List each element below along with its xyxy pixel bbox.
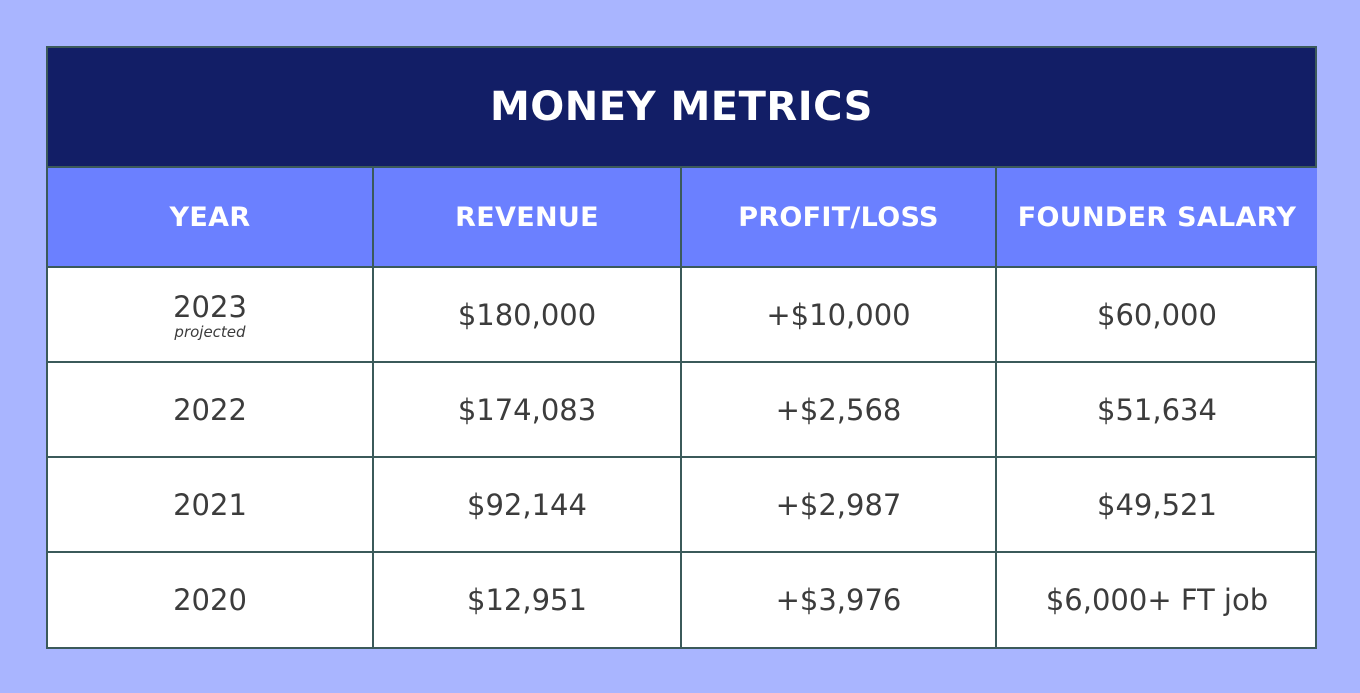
header-row: YEAR REVENUE PROFIT/LOSS FOUNDER SALARY [48,168,1317,268]
revenue-cell: $92,144 [373,457,682,553]
column-header-profit-loss: PROFIT/LOSS [681,168,997,268]
founder-salary-cell: $49,521 [996,457,1317,553]
profit-loss-cell: +$2,568 [681,362,997,458]
year-cell: 2021 [48,457,374,553]
profit-loss-cell: +$3,976 [681,552,997,647]
column-header-revenue: REVENUE [373,168,682,268]
year-value: 2023 [173,289,247,324]
revenue-cell: $12,951 [373,552,682,647]
table-row: 2020 $12,951 +$3,976 $6,000+ FT job [48,552,1317,647]
column-header-founder-salary: FOUNDER SALARY [996,168,1317,268]
founder-salary-cell: $51,634 [996,362,1317,458]
revenue-cell: $180,000 [373,267,682,363]
founder-salary-cell: $6,000+ FT job [1045,583,1269,617]
table-title: MONEY METRICS [489,84,873,130]
revenue-cell: $174,083 [373,362,682,458]
year-cell: 2023 projected [48,267,374,363]
founder-salary-cell: $60,000 [996,267,1317,363]
year-note: projected [174,322,246,341]
table-row: 2023 projected $180,000 +$10,000 $60,000 [48,267,1317,363]
table-row: 2022 $174,083 +$2,568 $51,634 [48,362,1317,458]
column-header-year: YEAR [48,168,374,268]
metrics-grid: YEAR REVENUE PROFIT/LOSS FOUNDER SALARY … [48,168,1317,647]
profit-loss-cell: +$10,000 [681,267,997,363]
table-row: 2021 $92,144 +$2,987 $49,521 [48,457,1317,553]
year-cell: 2020 [48,552,374,647]
year-cell: 2022 [48,362,374,458]
title-bar: MONEY METRICS [48,48,1315,168]
money-metrics-table: MONEY METRICS YEAR REVENUE PROFIT/LOSS F… [46,46,1317,649]
profit-loss-cell: +$2,987 [681,457,997,553]
